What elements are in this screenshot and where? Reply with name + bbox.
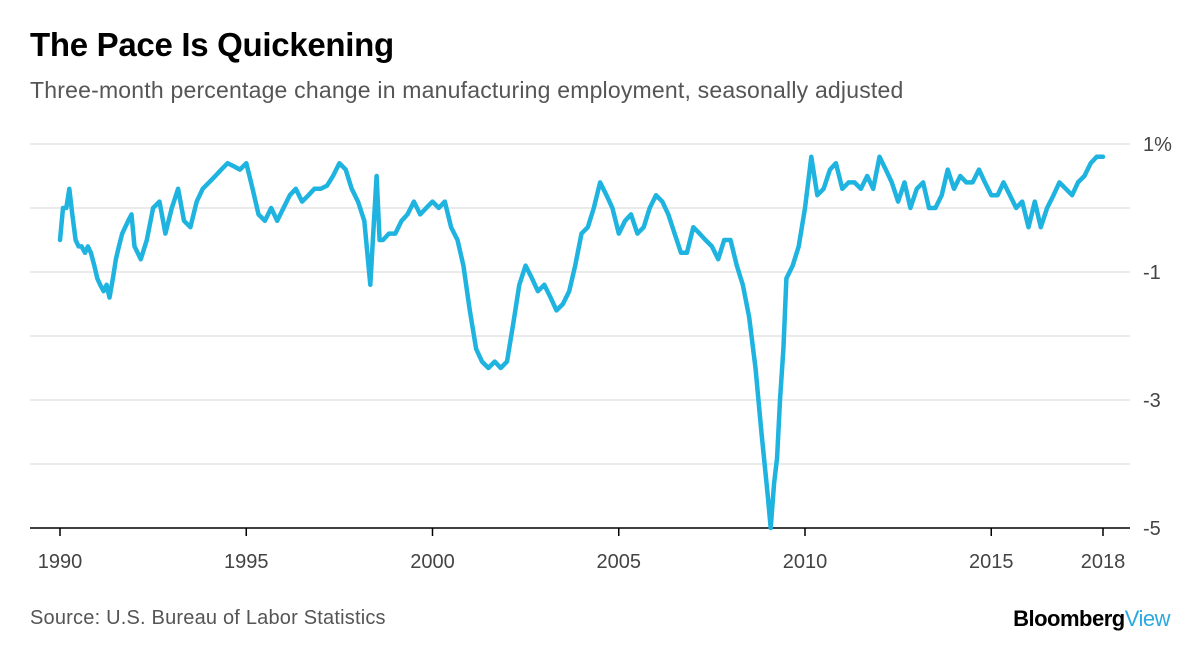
x-tick-label: 1990 (38, 551, 83, 573)
y-axis-labels: 1% -1 -3 -5 (1143, 134, 1172, 540)
x-tick-label: 2010 (783, 551, 828, 573)
x-axis-labels: 1990 1995 2000 2005 2010 2015 2018 (38, 551, 1126, 573)
y-tick-label: 1% (1143, 134, 1172, 156)
series-line (57, 154, 1106, 531)
x-tick-label: 2005 (597, 551, 642, 573)
x-axis-ticks (59, 528, 1104, 536)
grid-lines (30, 143, 1130, 465)
brand-main: Bloomberg (1013, 606, 1125, 631)
source-note: Source: U.S. Bureau of Labor Statistics (30, 607, 386, 629)
chart-title: The Pace Is Quickening (30, 26, 394, 63)
x-tick-label: 2015 (969, 551, 1014, 573)
chart-subtitle: Three-month percentage change in manufac… (30, 77, 904, 103)
x-tick-label: 2000 (410, 551, 455, 573)
y-tick-label: -1 (1143, 262, 1161, 284)
x-tick-label: 2018 (1081, 551, 1126, 573)
bloomberg-view-logo: BloombergView (1013, 606, 1170, 632)
y-tick-label: -5 (1143, 518, 1161, 540)
y-tick-label: -3 (1143, 390, 1161, 412)
brand-accent: View (1124, 606, 1171, 631)
x-tick-label: 1995 (224, 551, 269, 573)
